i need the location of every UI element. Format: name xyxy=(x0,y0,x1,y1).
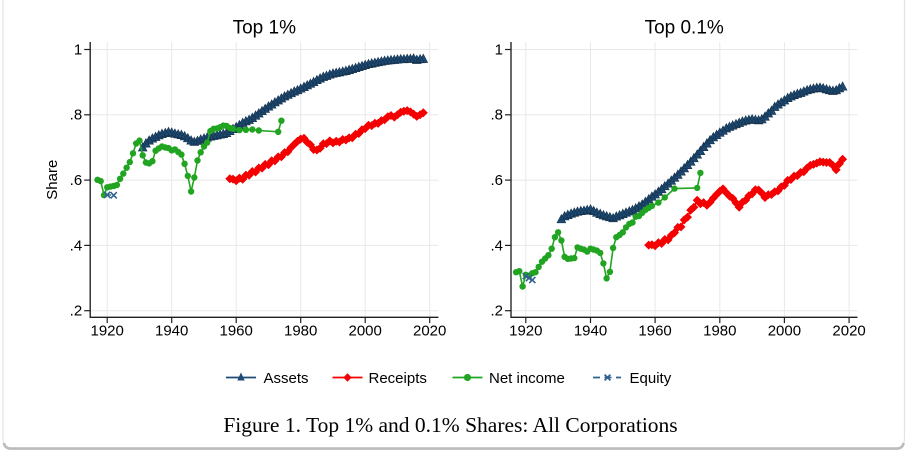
svg-text:.4: .4 xyxy=(70,237,83,254)
svg-text:Top 0.1%: Top 0.1% xyxy=(645,18,724,39)
svg-text:Top 1%: Top 1% xyxy=(233,18,296,39)
svg-text:1980: 1980 xyxy=(284,322,317,339)
svg-text:.8: .8 xyxy=(490,107,503,124)
svg-text:1: 1 xyxy=(74,41,82,58)
svg-text:.8: .8 xyxy=(70,107,83,124)
svg-text:.6: .6 xyxy=(70,172,83,189)
svg-text:1960: 1960 xyxy=(220,322,253,339)
svg-text:2020: 2020 xyxy=(413,322,446,339)
svg-text:.2: .2 xyxy=(490,303,503,320)
svg-text:1980: 1980 xyxy=(703,322,736,339)
svg-text:1940: 1940 xyxy=(574,322,607,339)
svg-text:1920: 1920 xyxy=(91,322,124,339)
svg-text:1: 1 xyxy=(495,41,503,58)
svg-text:Net income: Net income xyxy=(489,370,565,387)
svg-text:Assets: Assets xyxy=(264,370,309,387)
svg-text:Figure 1. Top 1% and 0.1% Shar: Figure 1. Top 1% and 0.1% Shares: All Co… xyxy=(223,413,677,437)
svg-text:2000: 2000 xyxy=(768,322,801,339)
svg-text:1920: 1920 xyxy=(509,322,542,339)
svg-text:.6: .6 xyxy=(490,172,503,189)
svg-text:2020: 2020 xyxy=(832,322,865,339)
svg-text:Receipts: Receipts xyxy=(369,370,427,387)
svg-text:2000: 2000 xyxy=(349,322,382,339)
svg-text:1960: 1960 xyxy=(638,322,671,339)
svg-text:.4: .4 xyxy=(490,237,503,254)
svg-text:1940: 1940 xyxy=(155,322,188,339)
svg-text:Equity: Equity xyxy=(630,370,672,387)
svg-text:.2: .2 xyxy=(70,303,83,320)
svg-text:Share: Share xyxy=(44,160,61,200)
